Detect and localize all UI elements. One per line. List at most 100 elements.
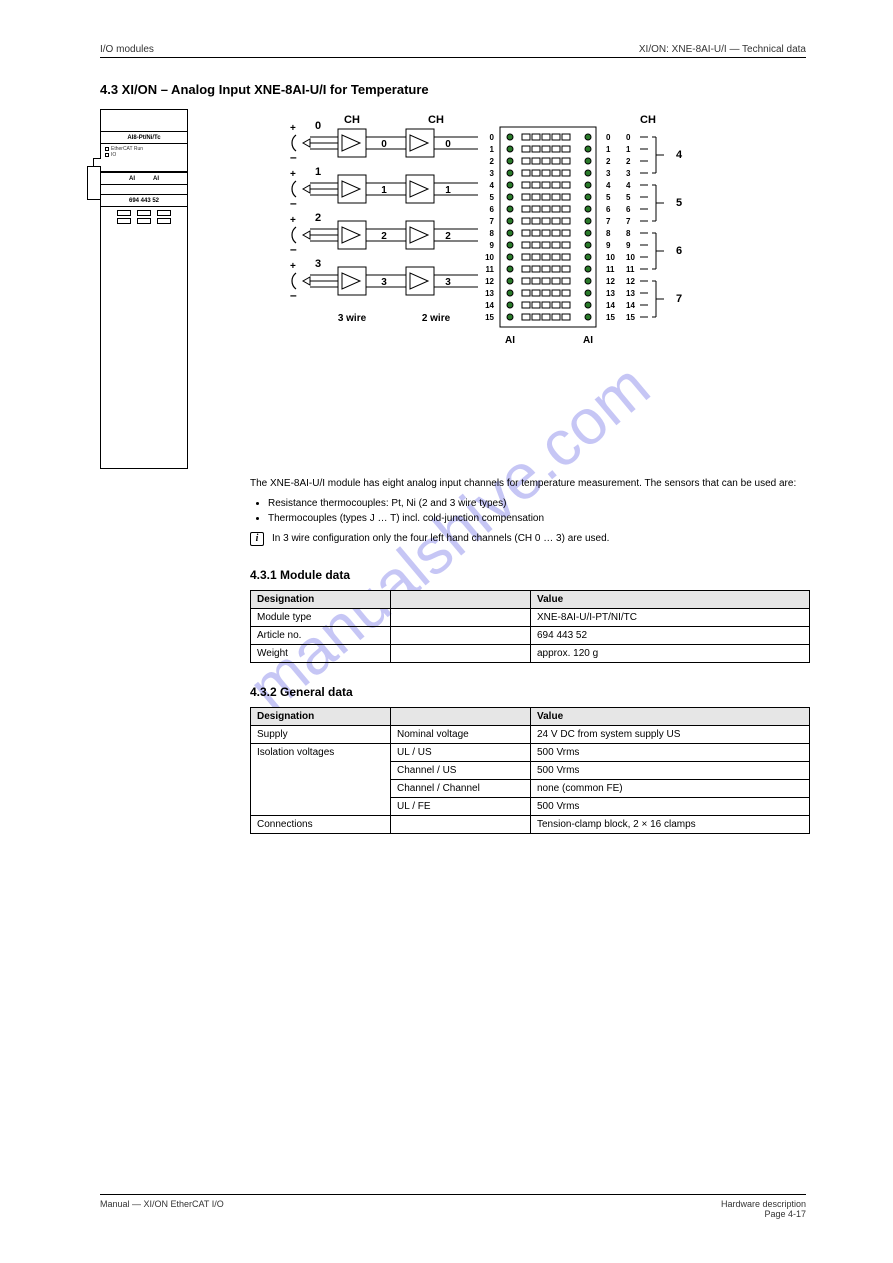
svg-text:8: 8 [626, 229, 631, 238]
svg-text:1: 1 [445, 185, 451, 196]
svg-text:–: – [290, 242, 297, 256]
svg-text:+: + [290, 123, 296, 134]
svg-text:2: 2 [381, 231, 387, 242]
section-title: 4.3 XI/ON – Analog Input XNE-8AI-U/I for… [100, 82, 806, 97]
module-name-label: AI8-Pt/Ni/Tc [101, 132, 187, 144]
rule-top [100, 57, 806, 58]
note-text: In 3 wire configuration only the four le… [272, 532, 609, 546]
svg-text:–: – [290, 150, 297, 164]
svg-text:+: + [290, 261, 296, 272]
svg-text:CH: CH [344, 114, 360, 126]
svg-text:1: 1 [381, 185, 387, 196]
svg-text:4: 4 [676, 149, 683, 161]
svg-text:–: – [290, 288, 297, 302]
svg-text:+: + [290, 169, 296, 180]
svg-text:1: 1 [315, 166, 321, 178]
bullet-1: Resistance thermocouples: Pt, Ni (2 and … [268, 497, 806, 511]
svg-text:10: 10 [485, 253, 494, 262]
svg-text:5: 5 [626, 193, 631, 202]
subsection-general-data: 4.3.2 General data [250, 685, 806, 699]
svg-text:5: 5 [490, 193, 495, 202]
svg-text:13: 13 [485, 289, 494, 298]
svg-text:9: 9 [626, 241, 631, 250]
svg-text:14: 14 [626, 301, 635, 310]
led-io: IO [111, 152, 116, 158]
svg-text:0: 0 [606, 133, 611, 142]
svg-text:7: 7 [606, 217, 611, 226]
svg-text:15: 15 [626, 313, 635, 322]
svg-text:8: 8 [490, 229, 495, 238]
svg-text:9: 9 [606, 241, 611, 250]
svg-text:7: 7 [626, 217, 631, 226]
module-front-view: AI8-Pt/Ni/Tc EtherCAT Run IO AI AI 694 4… [100, 109, 188, 469]
module-data-table: DesignationValueModule typeXNE-8AI-U/I-P… [250, 590, 810, 663]
svg-text:6: 6 [626, 205, 631, 214]
svg-text:6: 6 [490, 205, 495, 214]
svg-text:4: 4 [626, 181, 631, 190]
svg-text:11: 11 [626, 265, 635, 274]
svg-text:0: 0 [315, 120, 321, 132]
svg-text:8: 8 [606, 229, 611, 238]
subsection-module-data: 4.3.1 Module data [250, 568, 806, 582]
svg-text:3: 3 [626, 169, 631, 178]
footer-right-top: Hardware description [721, 1199, 806, 1209]
svg-text:10: 10 [626, 253, 635, 262]
page-header: I/O modules XI/ON: XNE-8AI-U/I — Technic… [100, 44, 806, 57]
svg-text:3: 3 [445, 277, 451, 288]
svg-text:9: 9 [490, 241, 495, 250]
svg-text:0: 0 [490, 133, 495, 142]
footer-right-bottom: Page 4-17 [764, 1209, 806, 1219]
part-number: 694 443 52 [101, 195, 187, 207]
svg-text:3 wire: 3 wire [338, 313, 367, 324]
wiring-diagram: CHCHCH+–000+–111+–222+–3333 wire2 wire00… [288, 109, 688, 449]
svg-text:0: 0 [381, 139, 387, 150]
footer-left: Manual — XI/ON EtherCAT I/O [100, 1199, 224, 1219]
ai-label-right: AI [153, 176, 159, 182]
svg-text:0: 0 [445, 139, 451, 150]
intro-paragraph: The XNE-8AI-U/I module has eight analog … [250, 477, 806, 546]
svg-text:3: 3 [490, 169, 495, 178]
svg-text:5: 5 [606, 193, 611, 202]
svg-text:4: 4 [490, 181, 495, 190]
svg-text:13: 13 [626, 289, 635, 298]
svg-text:3: 3 [381, 277, 387, 288]
svg-text:12: 12 [606, 277, 615, 286]
bullet-2: Thermocouples (types J … T) incl. cold-j… [268, 512, 806, 526]
svg-text:2: 2 [490, 157, 495, 166]
svg-text:5: 5 [676, 197, 682, 209]
header-right: XI/ON: XNE-8AI-U/I — Technical data [639, 44, 806, 55]
svg-text:2: 2 [315, 212, 321, 224]
svg-text:12: 12 [626, 277, 635, 286]
svg-text:1: 1 [490, 145, 495, 154]
svg-text:CH: CH [428, 114, 444, 126]
svg-text:11: 11 [486, 265, 495, 274]
svg-text:2 wire: 2 wire [422, 313, 451, 324]
svg-text:2: 2 [606, 157, 611, 166]
svg-text:14: 14 [485, 301, 494, 310]
rule-bottom [100, 1194, 806, 1195]
svg-text:AI: AI [505, 335, 515, 346]
page-footer: Manual — XI/ON EtherCAT I/O Hardware des… [100, 1199, 806, 1219]
svg-text:CH: CH [640, 114, 656, 126]
svg-text:1: 1 [626, 145, 631, 154]
svg-text:+: + [290, 215, 296, 226]
svg-text:15: 15 [606, 313, 615, 322]
svg-text:2: 2 [445, 231, 451, 242]
svg-text:4: 4 [606, 181, 611, 190]
svg-text:–: – [290, 196, 297, 210]
header-left: I/O modules [100, 44, 154, 55]
svg-text:6: 6 [606, 205, 611, 214]
svg-text:AI: AI [583, 335, 593, 346]
svg-text:3: 3 [315, 258, 321, 270]
svg-text:7: 7 [676, 293, 682, 305]
svg-text:10: 10 [606, 253, 615, 262]
svg-text:1: 1 [606, 145, 611, 154]
svg-text:15: 15 [485, 313, 494, 322]
svg-text:0: 0 [626, 133, 631, 142]
svg-text:7: 7 [490, 217, 495, 226]
ai-label-left: AI [129, 176, 135, 182]
svg-text:13: 13 [606, 289, 615, 298]
general-data-table: DesignationValueSupplyNominal voltage24 … [250, 707, 810, 834]
svg-text:11: 11 [606, 265, 615, 274]
svg-text:14: 14 [606, 301, 615, 310]
